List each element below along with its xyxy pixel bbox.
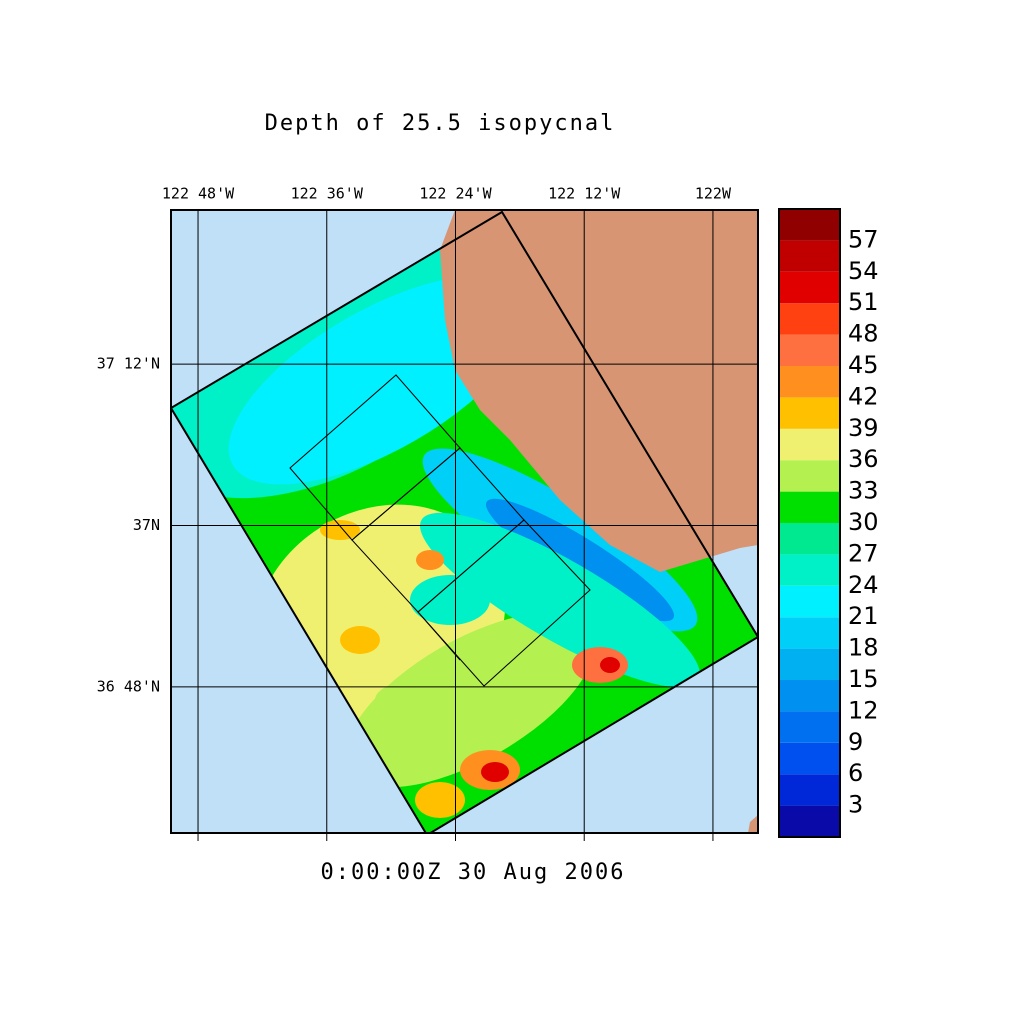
colorbar-label: 18 <box>848 634 879 662</box>
map-area <box>171 210 758 833</box>
colorbar-band <box>779 460 840 492</box>
colorbar-label: 39 <box>848 414 879 442</box>
colorbar-band <box>779 648 840 680</box>
colorbar-frame <box>778 208 841 838</box>
colorbar-label: 57 <box>848 225 879 253</box>
colorbar-band <box>779 617 840 649</box>
land <box>440 210 758 572</box>
land <box>748 815 758 833</box>
title: Depth of 25.5 isopycnal <box>265 111 616 136</box>
lon-tick-label: 122 24'W <box>419 185 492 203</box>
colorbar-label: 3 <box>848 791 863 819</box>
colorbar-label: 15 <box>848 665 879 693</box>
colorbar-band <box>779 711 840 743</box>
colorbar-label: 12 <box>848 696 879 724</box>
colorbar-band <box>779 397 840 429</box>
colorbar-band <box>779 491 840 523</box>
colorbar-label: 9 <box>848 728 863 756</box>
colorbar-label: 42 <box>848 382 879 410</box>
colorbar-label: 54 <box>848 257 879 285</box>
colorbar-label: 27 <box>848 539 879 567</box>
colorbar-label: 48 <box>848 320 879 348</box>
lon-tick-label: 122 36'W <box>291 185 364 203</box>
colorbar-band <box>779 334 840 366</box>
domain-outline <box>171 210 758 833</box>
colorbar-band <box>779 209 840 241</box>
colorbar-band <box>779 742 840 775</box>
colorbar-label: 21 <box>848 602 879 630</box>
colorbar-band <box>779 805 840 837</box>
colorbar-band <box>779 271 840 304</box>
lat-tick-label: 37 12'N <box>97 355 160 373</box>
colorbar-band <box>779 303 840 335</box>
colorbar-label: 30 <box>848 508 879 536</box>
lat-tick-label: 37N <box>133 516 160 534</box>
colorbar-label: 51 <box>848 288 879 316</box>
colorbar-band <box>779 585 840 618</box>
colorbar-band <box>779 240 840 272</box>
map-frame <box>170 209 759 834</box>
colorbar-band <box>779 523 840 555</box>
colorbar-label: 6 <box>848 759 863 787</box>
subdomain-boxes <box>289 374 591 687</box>
lon-tick-label: 122 12'W <box>548 185 621 203</box>
colorbar-label: 36 <box>848 445 879 473</box>
colorbar-band <box>779 554 840 586</box>
colorbar-band <box>779 680 840 712</box>
colorbar-band <box>779 428 840 461</box>
colorbar-band <box>779 774 840 806</box>
colorbar-label: 33 <box>848 477 879 505</box>
colorbar-label: 24 <box>848 571 879 599</box>
colorbar-label: 45 <box>848 351 879 379</box>
lat-tick-label: 36 48'N <box>97 677 160 695</box>
lon-tick-label: 122 48'W <box>162 185 235 203</box>
lon-tick-label: 122W <box>695 185 732 203</box>
colorbar-band <box>779 366 840 398</box>
timestamp: 0:00:00Z 30 Aug 2006 <box>321 860 626 885</box>
